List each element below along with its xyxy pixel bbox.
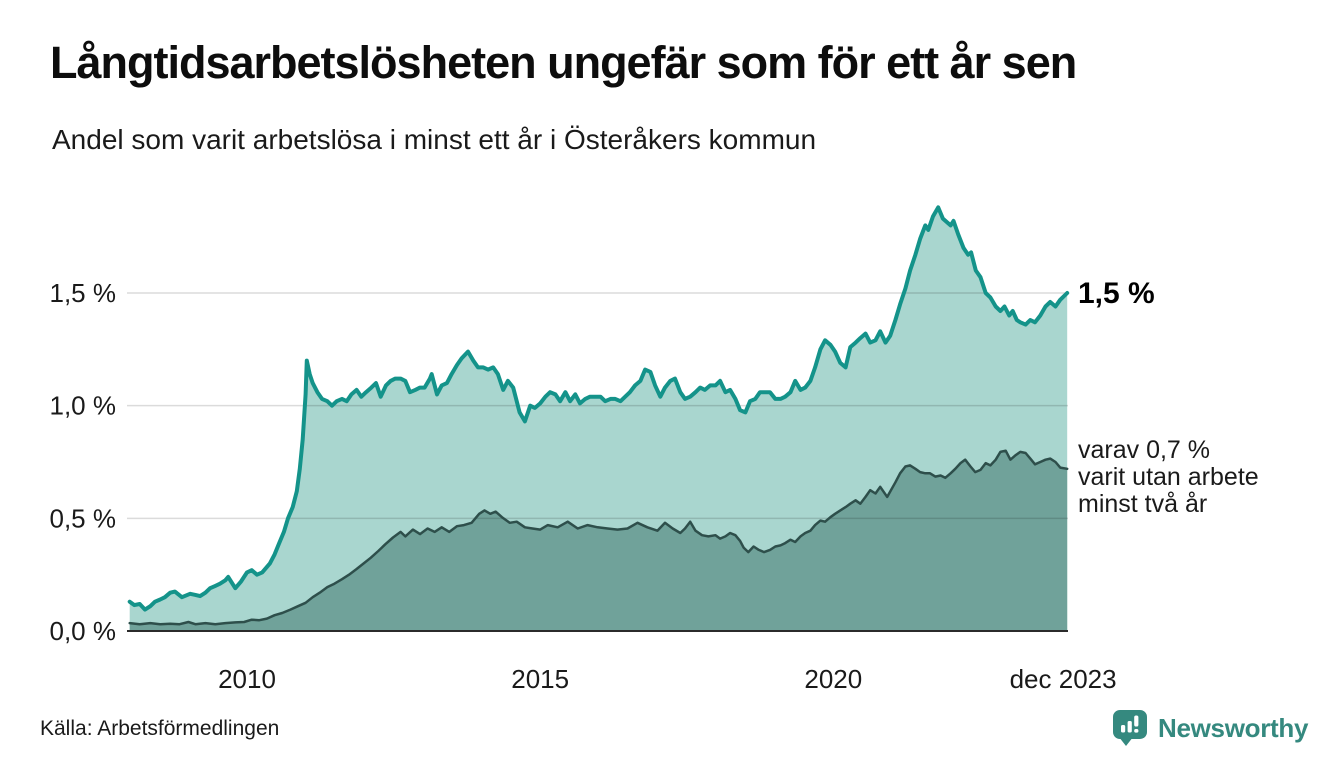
series-end-label-two-years: varav 0,7 % varit utan arbete minst två … (1078, 436, 1259, 518)
series-line-1 (127, 205, 1070, 612)
x-tick-label: 2010 (218, 664, 276, 694)
brand-logo: Newsworthy (1112, 708, 1308, 748)
y-tick-label: 1,0 % (50, 391, 117, 421)
page-title: Långtidsarbetslösheten ungefär som för e… (50, 37, 1077, 88)
chart-subtitle: Andel som varit arbetslösa i minst ett å… (52, 124, 817, 155)
y-tick-label: 0,5 % (50, 503, 117, 533)
series-area-2 (129, 450, 1068, 631)
source-note: Källa: Arbetsförmedlingen (40, 717, 280, 740)
y-tick-label: 1,5 % (50, 278, 117, 308)
y-tick-label: 0,0 % (50, 616, 117, 646)
x-tick-label: 2020 (804, 664, 862, 694)
newsworthy-bubble-chart-icon (1112, 708, 1149, 748)
series-line-2 (128, 449, 1069, 626)
series-end-label-one-year: 1,5 % (1078, 277, 1155, 310)
brand-wordmark: Newsworthy (1158, 712, 1309, 743)
x-tick-label: 2015 (511, 664, 569, 694)
x-tick-label: dec 2023 (1010, 664, 1117, 694)
